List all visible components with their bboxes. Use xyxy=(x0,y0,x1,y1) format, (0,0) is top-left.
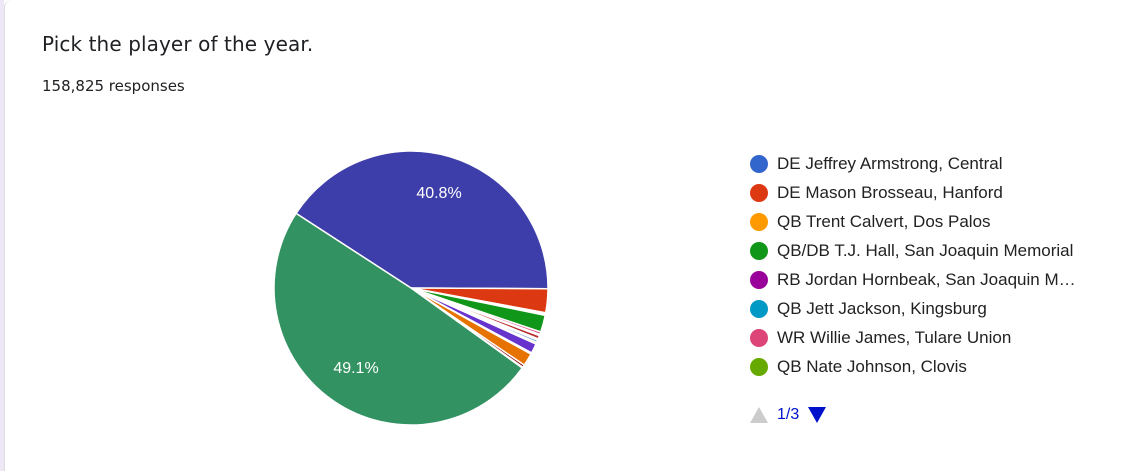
legend-label: DE Mason Brosseau, Hanford xyxy=(777,182,1003,202)
legend-label: RB Jordan Hornbeak, San Joaquin M… xyxy=(777,269,1076,289)
question-card xyxy=(4,0,1140,471)
legend-item[interactable]: QB Nate Johnson, Clovis xyxy=(750,352,1076,381)
pie-slice-percent-label: 49.1% xyxy=(333,360,378,377)
legend-label: QB/DB T.J. Hall, San Joaquin Memorial xyxy=(777,240,1074,260)
pie-slice-percent-label: 40.8% xyxy=(416,185,461,202)
legend-color-dot-icon xyxy=(750,357,768,376)
legend-label: WR Willie James, Tulare Union xyxy=(777,327,1012,347)
legend-color-dot-icon xyxy=(750,299,768,318)
legend-item[interactable]: RB Jordan Hornbeak, San Joaquin M… xyxy=(750,265,1076,294)
legend-item[interactable]: QB Jett Jackson, Kingsburg xyxy=(750,294,1076,323)
question-title: Pick the player of the year. xyxy=(42,32,314,56)
legend-label: QB Jett Jackson, Kingsburg xyxy=(777,298,987,318)
legend-next-page-icon[interactable] xyxy=(808,407,827,423)
legend-item[interactable]: WR Willie James, Tulare Union xyxy=(750,323,1076,352)
pie-slice[interactable] xyxy=(273,212,524,426)
chart-legend: DE Jeffrey Armstrong, Central DE Mason Br… xyxy=(750,149,1076,381)
legend-page-indicator: 1/3 xyxy=(777,406,800,423)
legend-item[interactable]: DE Mason Brosseau, Hanford xyxy=(750,178,1076,207)
legend-label: QB Trent Calvert, Dos Palos xyxy=(777,211,991,231)
legend-item[interactable]: DE Jeffrey Armstrong, Central xyxy=(750,149,1076,178)
page-side-strip xyxy=(0,0,4,471)
legend-color-dot-icon xyxy=(750,183,768,202)
pie-slice[interactable] xyxy=(295,150,549,290)
response-count: 158,825 responses xyxy=(42,77,185,95)
legend-color-dot-icon xyxy=(750,328,768,347)
legend-color-dot-icon xyxy=(750,154,768,173)
legend-item[interactable]: QB/DB T.J. Hall, San Joaquin Memorial xyxy=(750,236,1076,265)
legend-prev-page-icon[interactable] xyxy=(750,407,768,423)
legend-color-dot-icon xyxy=(750,241,768,260)
legend-label: QB Nate Johnson, Clovis xyxy=(777,356,967,376)
legend-pager: 1/3 xyxy=(750,406,827,424)
legend-item[interactable]: QB Trent Calvert, Dos Palos xyxy=(750,207,1076,236)
legend-color-dot-icon xyxy=(750,270,768,289)
legend-label: DE Jeffrey Armstrong, Central xyxy=(777,153,1003,173)
legend-color-dot-icon xyxy=(750,212,768,231)
